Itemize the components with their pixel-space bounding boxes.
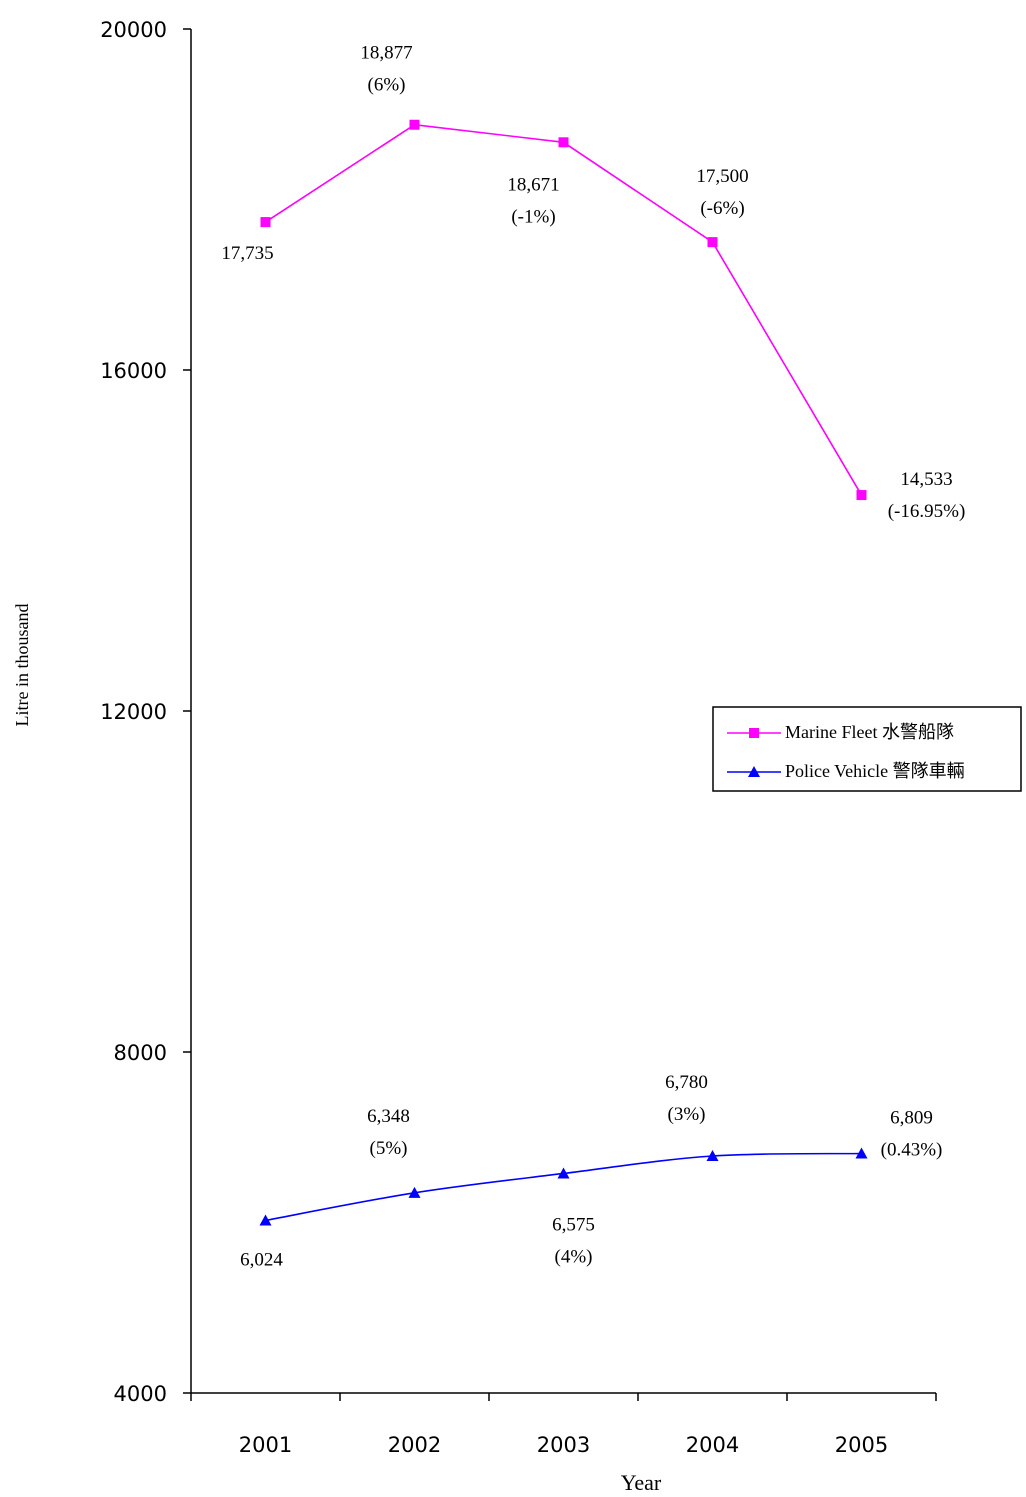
marker-triangle (259, 1214, 272, 1226)
marker-triangle (557, 1167, 570, 1179)
data-label: 18,671 (507, 174, 559, 195)
data-label: 18,877 (360, 43, 412, 64)
y-tick-label: 20000 (100, 18, 167, 42)
legend-marker-triangle (748, 766, 760, 777)
legend-marker-square (749, 728, 759, 738)
x-tick-label: 2005 (835, 1433, 888, 1457)
marker-square (558, 137, 569, 148)
data-label: (5%) (370, 1138, 408, 1159)
data-label: (-1%) (511, 206, 555, 227)
marker-square (260, 217, 271, 228)
y-axis-title: Litre in thousand (12, 604, 32, 727)
x-tick-label: 2004 (686, 1433, 739, 1457)
series-layer (259, 119, 868, 1226)
series-line-0 (265, 123, 863, 496)
marker-triangle (408, 1186, 421, 1198)
x-tick-label: 2003 (537, 1433, 590, 1457)
data-label: 6,809 (890, 1108, 933, 1129)
data-label: (3%) (668, 1104, 706, 1125)
data-label: 6,348 (367, 1106, 410, 1127)
y-tick-label: 12000 (100, 700, 167, 724)
marker-square (409, 119, 420, 130)
y-tick-label: 16000 (100, 359, 167, 383)
x-tick-label: 2002 (388, 1433, 441, 1457)
legend: Marine Fleet 水警船隊 Police Vehicle 警隊車輛 (712, 706, 1022, 792)
legend-label-police-vehicle: Police Vehicle 警隊車輛 (785, 761, 965, 781)
data-label: (0.43%) (881, 1140, 943, 1161)
data-label: 6,780 (665, 1072, 708, 1093)
data-label: (-6%) (700, 198, 744, 219)
data-label: 17,735 (221, 243, 273, 264)
x-tick-label: 2001 (239, 1433, 292, 1457)
data-label: (6%) (368, 75, 406, 96)
data-labels-layer: 17,735 18,877 (6%) 18,671 (-1%) 17,500 (-6%) 14… (221, 43, 965, 1271)
marker-square (707, 237, 718, 248)
marker-square (856, 490, 867, 501)
y-tick-label: 4000 (114, 1382, 167, 1406)
data-label: 17,500 (696, 166, 748, 187)
data-label: 6,575 (552, 1214, 595, 1235)
marker-triangle (706, 1150, 719, 1162)
y-tick-label: 8000 (114, 1041, 167, 1065)
data-label: (4%) (555, 1246, 593, 1267)
data-label: (-16.95%) (888, 501, 966, 522)
chart-axes: 4000 8000 12000 16000 20000 2001 2002 2003 2004 2… (100, 18, 937, 1457)
x-axis-title: Year (621, 1470, 662, 1495)
legend-box (712, 706, 1022, 792)
legend-label-marine-fleet: Marine Fleet 水警船隊 (785, 722, 954, 742)
series-line-1 (265, 1152, 862, 1222)
data-label: 6,024 (240, 1249, 283, 1270)
data-label: 14,533 (900, 469, 952, 490)
marker-triangle (855, 1147, 868, 1159)
